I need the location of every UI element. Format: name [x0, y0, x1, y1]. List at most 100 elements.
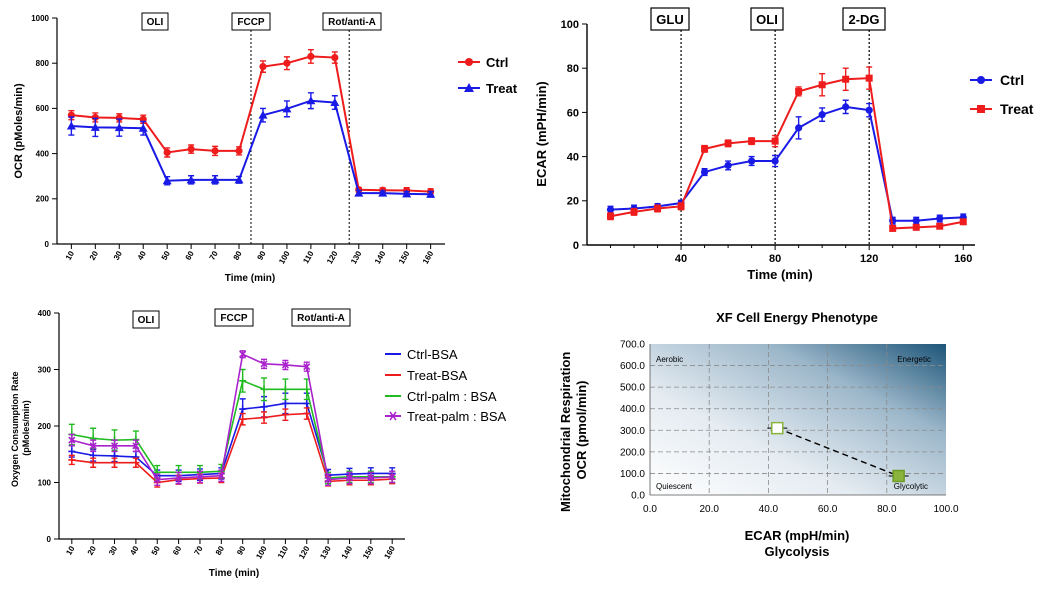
ecar-series-1-point-2 — [654, 205, 662, 213]
ecar-x-tick-label-3: 160 — [954, 253, 972, 265]
ecar-series-0-point-11 — [865, 106, 873, 114]
ocr-bsa-x-tick-label-9: 100 — [254, 544, 269, 561]
ocr-bsa-series-2-point-8 — [239, 377, 247, 385]
ocr-x-tick-label-2: 30 — [112, 249, 125, 262]
phenotype-quadrant-quiescent: Quiescent — [656, 482, 693, 491]
ocr-bsa-x-tick-label-10: 110 — [276, 544, 291, 560]
ocr-bsa-x-tick-label-8: 90 — [235, 544, 248, 557]
ocr-bsa-x-tick-label-7: 80 — [214, 544, 227, 557]
ecar-series-0-point-14 — [936, 214, 944, 223]
phenotype-x-tick-label-3: 60.0 — [818, 504, 838, 515]
ocr-bsa-x-tick-label-11: 120 — [297, 544, 312, 561]
ocr-bsa-legend: Ctrl-BSA Treat-BSA Ctrl-palm : BSA Treat… — [385, 347, 507, 424]
ocr-bsa-series-0-point-8 — [239, 405, 247, 413]
ecar-series-0-point-0 — [606, 206, 615, 214]
ecar-injection-oli-label: OLI — [756, 12, 778, 27]
ocr-y-tick-label-1: 200 — [36, 195, 50, 204]
phenotype-y-tick-label-0: 0.0 — [631, 491, 645, 502]
phenotype-x-axis-line2: Glycolysis — [764, 544, 829, 559]
ocr-x-axis-label: Time (min) — [225, 273, 275, 284]
ocr-bsa-series-3-point-11 — [303, 363, 311, 371]
ocr-bsa-series-3-point-14 — [367, 474, 375, 482]
ecar-injection-glu-label: GLU — [656, 12, 683, 27]
ocr-series-1-point-0 — [66, 121, 76, 130]
ocr-x-tick-label-11: 120 — [325, 249, 340, 266]
ocr-bsa-series-2-point-9 — [260, 385, 268, 393]
ecar-injection-oli: OLI — [750, 7, 784, 31]
ocr-bsa-x-tick-label-12: 130 — [318, 544, 333, 561]
ocr-series-0-point-6 — [211, 147, 219, 155]
ocr-bsa-x-tick-label-15: 160 — [382, 544, 397, 561]
ocr-bsa-series-2-line — [71, 379, 393, 479]
ocr-bsa-series-3-point-6 — [196, 473, 204, 481]
ocr-injection-rot: Rot/anti-A — [322, 12, 382, 31]
phenotype-x-tick-label-0: 0.0 — [643, 504, 657, 515]
ocr-bsa-series-1-point-10 — [281, 411, 289, 419]
ocr-legend-ctrl: Ctrl — [458, 55, 508, 70]
phenotype-x-tick-label-2: 40.0 — [759, 504, 779, 515]
ecar-series-1-point-13 — [912, 223, 920, 231]
ocr-series-1-point-5 — [186, 175, 196, 184]
ecar-series-1-point-5 — [724, 139, 732, 147]
ecar-y-tick-label-2: 40 — [567, 151, 579, 163]
ecar-series-1-point-8 — [795, 87, 803, 95]
phenotype-point-1 — [892, 469, 905, 483]
ocr-bsa-series-3-point-2 — [110, 442, 119, 450]
phenotype-y-axis-label: Mitochondrial Respiration OCR (pmol/min) — [558, 348, 589, 512]
ocr-bsa-x-tick-label-6: 70 — [192, 544, 205, 557]
phenotype-x-tick-label-1: 20.0 — [699, 504, 719, 515]
ecar-y-tick-label-3: 60 — [567, 107, 579, 119]
ecar-injection-glu: GLU — [650, 7, 690, 31]
phenotype-y-tick-label-4: 400.0 — [620, 404, 645, 415]
ecar-series-1-point-10 — [842, 75, 850, 83]
ocr-series-0-point-8 — [259, 62, 267, 71]
ocr-bsa-series-2 — [68, 368, 396, 485]
phenotype-x-tick-label-4: 80.0 — [877, 504, 897, 515]
ocr-bsa-x-tick-label-5: 60 — [171, 544, 184, 557]
phenotype-y-axis-line2: OCR (pmol/min) — [574, 381, 589, 480]
ocr-series-0-point-1 — [91, 113, 99, 122]
ecar-legend-treat: Treat — [970, 101, 1034, 117]
ecar-x-tick-label-1: 80 — [769, 253, 781, 265]
ocr-x-tick-label-6: 70 — [208, 249, 221, 262]
ocr-bsa-series-2-point-10 — [281, 385, 289, 393]
ocr-injection-rot-label: Rot/anti-A — [328, 17, 376, 28]
phenotype-quadrant-aerobic: Aerobic — [656, 355, 683, 364]
ocr-series-1-point-6 — [210, 175, 220, 184]
ocr-series-1-point-13 — [378, 188, 388, 197]
phenotype-y-tick-label-3: 300.0 — [620, 426, 645, 437]
ocr-series-1-point-14 — [402, 189, 412, 198]
ocr-series-1-point-10 — [306, 96, 316, 105]
ocr-bsa-y-tick-label-4: 400 — [38, 309, 52, 318]
ocr-bsa-series-1-line — [71, 412, 393, 484]
ocr-x-tick-label-4: 50 — [160, 249, 173, 262]
ocr-y-tick-label-3: 600 — [36, 104, 50, 113]
ocr-bsa-series-1-point-0 — [68, 456, 76, 464]
ocr-y-tick-label-4: 800 — [36, 59, 50, 68]
ocr-bsa-series-3 — [68, 350, 396, 487]
ocr-series-1-point-15 — [426, 189, 436, 198]
phenotype-y-tick-label-2: 200.0 — [620, 447, 645, 458]
ocr-series-1 — [66, 92, 436, 198]
ocr-bsa-series-1-point-9 — [260, 414, 268, 422]
phenotype-title: XF Cell Energy Phenotype — [716, 310, 878, 325]
ocr-legend-treat: Treat — [458, 81, 518, 96]
ecar-series-1-point-12 — [889, 224, 897, 232]
ecar-legend-ctrl: Ctrl — [970, 72, 1024, 88]
ocr-y-tick-label-0: 0 — [45, 240, 50, 249]
ocr-series-1-point-3 — [138, 123, 148, 132]
ocr-bsa-series-2-point-11 — [303, 385, 311, 393]
ocr-injection-oli-label: OLI — [147, 17, 164, 28]
ocr-bsa-legend-treat-bsa-label: Treat-BSA — [407, 368, 468, 383]
ocr-legend-ctrl-label: Ctrl — [486, 55, 508, 70]
phenotype-quadrant-glycolytic: Glycolytic — [894, 482, 928, 491]
ecar-series-0-point-7 — [771, 157, 779, 165]
ocr-bsa-legend-ctrl-palm-label: Ctrl-palm : BSA — [407, 389, 497, 404]
ocr-bsa-legend-ctrl-palm: Ctrl-palm : BSA — [385, 389, 497, 404]
ocr-legend: Ctrl Treat — [458, 55, 518, 96]
ecar-series-0-line — [610, 105, 964, 222]
phenotype-y-tick-label-6: 600.0 — [620, 361, 645, 372]
ocr-series-0-line — [71, 55, 431, 193]
ecar-y-tick-label-5: 100 — [561, 19, 579, 31]
ocr-y-axis-label: OCR (pMoles/min) — [13, 83, 25, 179]
